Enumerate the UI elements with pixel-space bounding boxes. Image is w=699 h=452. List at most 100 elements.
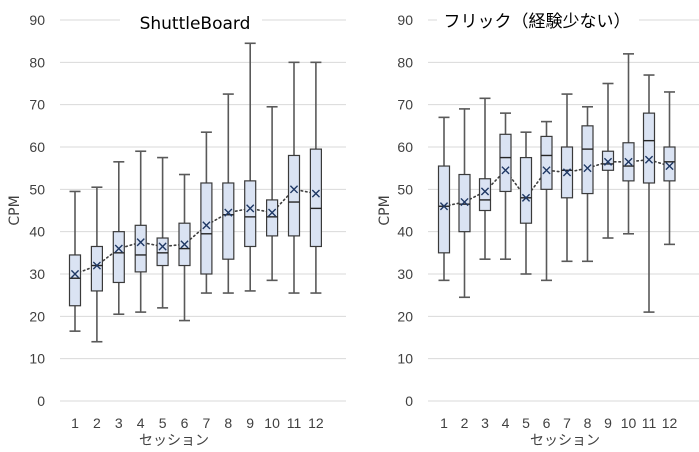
x-tick-label: 8 — [584, 415, 592, 431]
mean-marker — [480, 187, 490, 196]
box-1 — [68, 190, 82, 332]
box-5 — [156, 156, 169, 309]
mean-marker — [92, 261, 101, 270]
mean-marker — [136, 238, 145, 247]
mean-trend-line — [443, 158, 671, 208]
iqr-box — [437, 165, 451, 254]
iqr-box — [309, 148, 322, 248]
mean-marker — [460, 197, 469, 207]
x-tick-label: 7 — [203, 415, 211, 431]
iqr-box — [478, 178, 492, 212]
y-tick-label: 90 — [397, 12, 413, 28]
y-tick-label: 70 — [29, 97, 45, 113]
iqr-box — [642, 112, 656, 184]
x-tick-label: 10 — [264, 415, 280, 431]
y-tick-label: 80 — [397, 54, 413, 70]
mean-marker — [268, 208, 277, 217]
box-10 — [266, 105, 279, 282]
y-tick-label: 0 — [405, 393, 413, 409]
mean-marker — [624, 157, 633, 166]
y-tick-label: 80 — [29, 54, 45, 70]
chart-title: ShuttleBoard — [140, 14, 251, 34]
box-8 — [581, 105, 594, 263]
box-4 — [134, 150, 147, 313]
y-tick-label: 0 — [37, 393, 45, 409]
x-tick-label: 9 — [604, 415, 612, 431]
mean-marker — [665, 161, 674, 171]
y-tick-label: 20 — [29, 308, 45, 324]
x-tick-label: 4 — [137, 415, 145, 431]
mean-marker — [583, 164, 592, 173]
mean-marker — [562, 168, 572, 177]
chart-title: フリック（経験少ない） — [444, 12, 631, 32]
y-tick-label: 40 — [29, 224, 45, 240]
box-11 — [287, 61, 301, 294]
x-tick-label: 2 — [461, 415, 469, 431]
y-tick-label: 30 — [29, 266, 45, 282]
y-tick-label: 60 — [397, 139, 413, 155]
x-tick-label: 6 — [181, 415, 189, 431]
mean-marker — [603, 157, 613, 166]
mean-marker — [289, 185, 299, 194]
box-12 — [309, 61, 322, 294]
iqr-box — [540, 135, 553, 190]
iqr-box — [663, 146, 676, 182]
y-tick-label: 50 — [397, 181, 413, 197]
iqr-box — [112, 231, 125, 284]
mean-marker — [439, 202, 449, 211]
box-11 — [642, 74, 656, 313]
y-tick-label: 10 — [397, 351, 413, 367]
x-tick-label: 12 — [308, 415, 324, 431]
iqr-box — [156, 237, 169, 267]
x-axis-label: セッション — [139, 433, 209, 449]
mean-marker — [114, 244, 123, 253]
box-3 — [478, 97, 492, 260]
y-tick-label: 40 — [397, 224, 413, 240]
y-axis-label: CPM — [377, 195, 393, 225]
x-tick-label: 12 — [662, 415, 678, 431]
box-9 — [601, 82, 615, 239]
x-tick-label: 6 — [543, 415, 551, 431]
iqr-box — [458, 173, 471, 233]
x-tick-label: 3 — [481, 415, 489, 431]
mean-marker — [501, 166, 510, 175]
iqr-box — [287, 154, 301, 237]
x-tick-label: 1 — [440, 415, 448, 431]
iqr-box — [90, 245, 104, 292]
mean-marker — [180, 240, 189, 249]
mean-marker — [644, 155, 654, 164]
box-2 — [90, 186, 104, 343]
y-tick-label: 20 — [397, 308, 413, 324]
x-tick-label: 4 — [502, 415, 510, 431]
x-tick-label: 5 — [159, 415, 167, 431]
mean-marker — [224, 208, 233, 217]
x-tick-label: 5 — [522, 415, 530, 431]
iqr-box — [601, 150, 615, 171]
y-axis-label: CPM — [7, 195, 23, 225]
box-10 — [622, 53, 635, 235]
iqr-box — [68, 254, 82, 307]
iqr-box — [134, 224, 147, 273]
box-6 — [540, 120, 553, 282]
y-tick-label: 50 — [29, 181, 45, 197]
y-tick-label: 30 — [397, 266, 413, 282]
y-tick-label: 70 — [397, 97, 413, 113]
x-tick-label: 10 — [621, 415, 637, 431]
mean-marker — [311, 189, 320, 198]
mean-marker — [521, 193, 531, 202]
x-tick-label: 11 — [287, 415, 302, 431]
iqr-box — [200, 182, 213, 275]
x-tick-label: 2 — [93, 415, 101, 431]
box-7 — [200, 131, 213, 294]
x-tick-label: 9 — [246, 415, 254, 431]
box-9 — [244, 42, 257, 292]
y-tick-label: 10 — [29, 351, 45, 367]
x-axis-label: セッション — [530, 433, 600, 449]
box-7 — [560, 93, 574, 263]
mean-marker — [70, 269, 80, 279]
iqr-box — [222, 182, 235, 260]
box-12 — [663, 91, 676, 246]
